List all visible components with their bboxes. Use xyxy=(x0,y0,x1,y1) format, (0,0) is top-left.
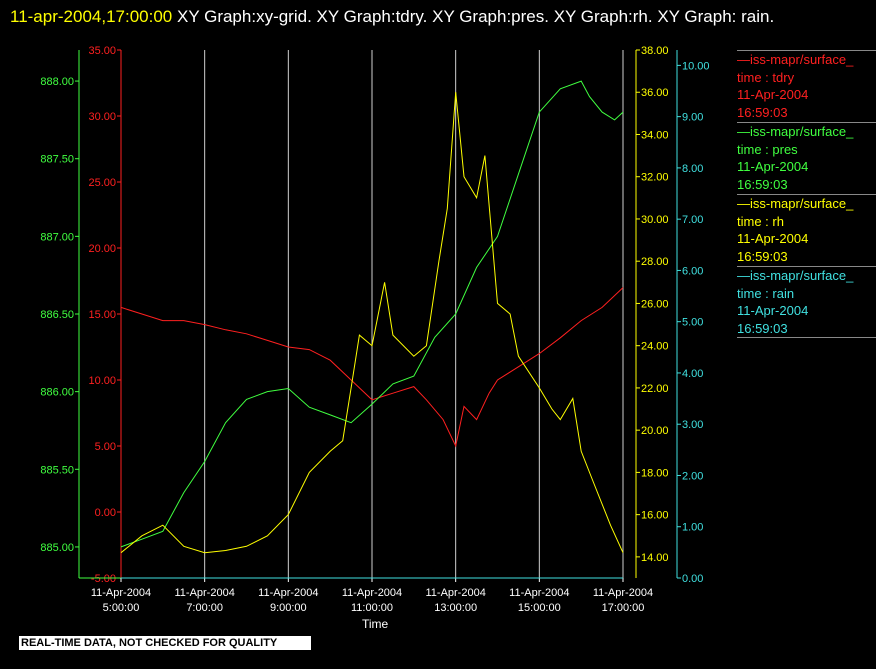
legend-entry-1: —iss-mapr/surface_time : pres 11-Apr-2004… xyxy=(737,122,876,193)
pres-tick-label-3: 886.50 xyxy=(40,309,74,321)
x-tick-time-4: 13:00:00 xyxy=(434,602,477,614)
rain-tick-label-6: 6.00 xyxy=(682,265,703,277)
legend-var: time : tdry xyxy=(737,69,795,85)
quality-note: REAL-TIME DATA, NOT CHECKED FOR QUALITY xyxy=(19,636,311,650)
x-tick-date-3: 11-Apr-2004 xyxy=(342,587,402,599)
tdry-tick-label-8: 35.00 xyxy=(88,45,116,57)
legend-var: time : pres xyxy=(737,141,798,157)
rain-tick-label-1: 1.00 xyxy=(682,522,703,534)
rh-tick-label-2: 18.00 xyxy=(641,467,669,479)
x-tick-time-6: 17:00:00 xyxy=(602,602,645,614)
rain-tick-label-7: 7.00 xyxy=(682,214,703,226)
x-tick-time-5: 15:00:00 xyxy=(518,602,561,614)
x-tick-date-0: 11-Apr-2004 xyxy=(91,587,151,599)
x-tick-time-0: 5:00:00 xyxy=(103,602,140,614)
tdry-tick-label-7: 30.00 xyxy=(88,111,116,123)
legend-rule xyxy=(737,194,876,195)
legend-var: time : rh xyxy=(737,213,784,229)
chart-title: 11-apr-2004,17:00:00 XY Graph:xy-grid. X… xyxy=(10,2,860,31)
x-tick-date-4: 11-Apr-2004 xyxy=(425,587,485,599)
title-date: 11-apr-2004,17:00:00 xyxy=(10,7,173,26)
rh-tick-label-11: 36.00 xyxy=(641,87,669,99)
rain-tick-label-0: 0.00 xyxy=(682,573,703,585)
legend-date: 11-Apr-2004 xyxy=(737,231,809,246)
rh-tick-label-6: 26.00 xyxy=(641,298,669,310)
tdry-tick-label-6: 25.00 xyxy=(88,177,116,189)
legend-date: 11-Apr-2004 xyxy=(737,303,809,318)
x-tick-time-3: 11:00:00 xyxy=(351,602,393,614)
series-line-pres xyxy=(120,80,624,548)
tdry-tick-label-4: 15.00 xyxy=(88,309,116,321)
tdry-tick-label-5: 20.00 xyxy=(88,243,116,255)
rh-tick-label-7: 28.00 xyxy=(641,256,669,268)
legend-line: —iss-mapr/surface_ xyxy=(737,124,854,139)
tdry-tick-label-3: 10.00 xyxy=(88,375,116,387)
rain-tick-label-4: 4.00 xyxy=(682,368,703,380)
rh-tick-label-12: 38.00 xyxy=(641,45,669,57)
legend-time: 16:59:03 xyxy=(737,104,788,120)
legend-end-rule xyxy=(737,337,876,338)
rain-tick-label-5: 5.00 xyxy=(682,317,703,329)
x-tick-date-1: 11-Apr-2004 xyxy=(174,587,234,599)
legend-line: —iss-mapr/surface_ xyxy=(737,196,854,211)
legend-rule xyxy=(737,122,876,123)
x-tick-time-2: 9:00:00 xyxy=(270,602,307,614)
pres-tick-label-2: 886.00 xyxy=(40,387,74,399)
rh-tick-label-0: 14.00 xyxy=(641,552,669,564)
pres-tick-label-6: 888.00 xyxy=(40,76,74,88)
legend-time: 16:59:03 xyxy=(737,248,788,264)
x-tick-date-6: 11-Apr-2004 xyxy=(593,587,653,599)
pres-tick-label-4: 887.00 xyxy=(40,231,74,243)
x-tick-date-5: 11-Apr-2004 xyxy=(509,587,569,599)
legend-rule xyxy=(737,266,876,267)
series-line-rh xyxy=(120,92,624,554)
rain-tick-label-9: 9.00 xyxy=(682,112,703,124)
rh-tick-label-10: 34.00 xyxy=(641,129,669,141)
rh-tick-label-8: 30.00 xyxy=(641,214,669,226)
legend-time: 16:59:03 xyxy=(737,176,788,192)
rain-tick-label-10: 10.00 xyxy=(682,60,710,72)
legend-var: time : rain xyxy=(737,285,795,301)
rh-tick-label-4: 22.00 xyxy=(641,383,669,395)
legend-time: 16:59:03 xyxy=(737,320,788,336)
legend-rule xyxy=(737,50,876,51)
rain-tick-label-3: 3.00 xyxy=(682,419,703,431)
x-tick-date-2: 11-Apr-2004 xyxy=(258,587,318,599)
x-tick-time-1: 7:00:00 xyxy=(186,602,223,614)
x-axis-label: Time xyxy=(362,617,389,631)
series-line-tdry xyxy=(120,287,624,448)
legend-line: —iss-mapr/surface_ xyxy=(737,52,854,67)
tdry-tick-label-2: 5.00 xyxy=(95,441,116,453)
rh-tick-label-3: 20.00 xyxy=(641,425,669,437)
rain-tick-label-2: 2.00 xyxy=(682,470,703,482)
rain-tick-label-8: 8.00 xyxy=(682,163,703,175)
rh-tick-label-5: 24.00 xyxy=(641,341,669,353)
legend-entry-0: —iss-mapr/surface_time : tdry 11-Apr-2004… xyxy=(737,50,876,121)
legend-entry-2: —iss-mapr/surface_time : rh 11-Apr-2004 16… xyxy=(737,194,876,265)
rh-tick-label-9: 32.00 xyxy=(641,172,669,184)
tdry-tick-label-0: -5.00 xyxy=(91,573,116,585)
legend-line: —iss-mapr/surface_ xyxy=(737,268,854,283)
title-graphs: XY Graph:xy-grid. XY Graph:tdry. XY Grap… xyxy=(177,7,775,26)
pres-tick-label-0: 885.00 xyxy=(40,542,74,554)
legend-date: 11-Apr-2004 xyxy=(737,87,809,102)
pres-tick-label-5: 887.50 xyxy=(40,154,74,166)
legend-date: 11-Apr-2004 xyxy=(737,159,809,174)
tdry-tick-label-1: 0.00 xyxy=(95,507,116,519)
pres-tick-label-1: 885.50 xyxy=(40,464,74,476)
rh-tick-label-1: 16.00 xyxy=(641,510,669,522)
legend-entry-3: —iss-mapr/surface_time : rain 11-Apr-2004… xyxy=(737,266,876,337)
